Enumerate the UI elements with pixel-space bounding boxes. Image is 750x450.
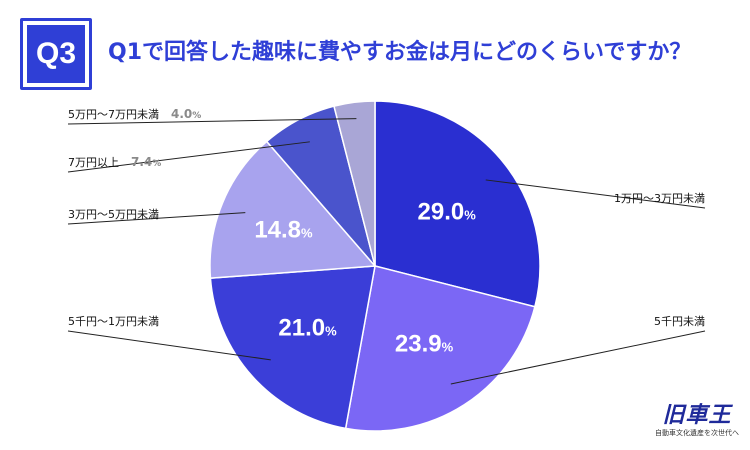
slice-category-label: 3万円〜5万円未満	[68, 208, 159, 221]
leader-line	[67, 330, 271, 361]
question-title: Q1で回答した趣味に費やすお金は月にどのくらいですか？	[108, 40, 692, 65]
leader-line	[485, 179, 706, 209]
leader-line	[67, 212, 246, 225]
leader-line	[67, 141, 310, 173]
slice-category-label: 7万円以上 7.4%	[68, 155, 161, 169]
question-badge: Q3	[20, 18, 92, 90]
question-number: Q3	[27, 25, 85, 83]
slice-category-label: 5万円〜7万円未満 4.0%	[68, 107, 201, 121]
leader-line	[67, 118, 357, 125]
slice-category-label: 1万円〜3万円未満	[614, 192, 705, 205]
slice-category-label: 5千円〜1万円未満	[68, 315, 159, 328]
pie-slice	[209, 265, 376, 430]
pie-slice	[374, 100, 541, 308]
brand-logo: 旧車王 自動車文化遺産を次世代へ	[652, 404, 742, 438]
pie-slice	[209, 140, 377, 279]
slice-category-label: 5千円未満	[654, 315, 705, 328]
slice-value-label: 4.0	[171, 107, 192, 121]
pie-slice	[333, 100, 376, 267]
slice-value-unit: %	[325, 324, 337, 339]
slice-value-label: 7.4	[131, 155, 152, 169]
slice-value-unit: %	[442, 339, 454, 354]
leader-line	[450, 330, 706, 385]
slice-value-unit: %	[464, 207, 476, 222]
brand-logo-text: 旧車王	[662, 403, 732, 428]
brand-tagline: 自動車文化遺産を次世代へ	[655, 429, 739, 437]
slice-value-unit: %	[192, 111, 201, 121]
pie-slice	[344, 265, 536, 432]
slice-value-unit: %	[301, 225, 313, 240]
slice-value-unit: %	[152, 159, 161, 169]
